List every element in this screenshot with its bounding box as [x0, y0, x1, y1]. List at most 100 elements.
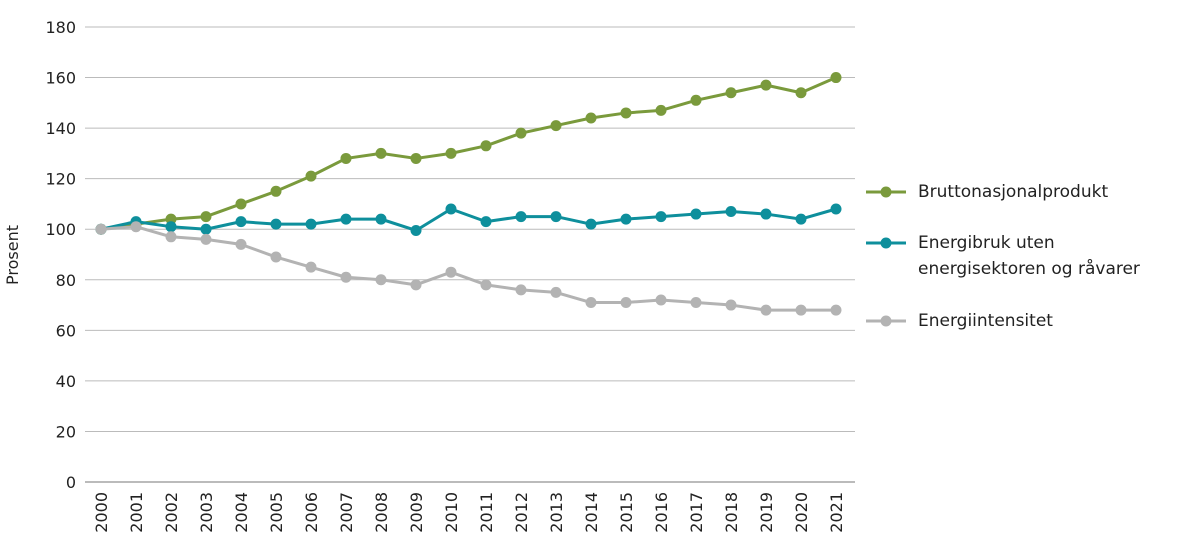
data-point — [270, 185, 282, 197]
data-point — [165, 221, 177, 233]
data-point — [130, 221, 142, 233]
x-tick-label: 2012 — [512, 492, 531, 533]
data-point — [725, 87, 737, 99]
data-point — [690, 94, 702, 106]
data-point — [445, 203, 457, 215]
y-tick-label: 160 — [45, 69, 76, 88]
data-point — [515, 211, 527, 223]
x-tick-label: 2020 — [792, 492, 811, 533]
legend-label: Bruttonasjonalprodukt — [918, 182, 1109, 202]
data-point — [305, 218, 317, 230]
data-point — [375, 213, 387, 225]
y-tick-label: 140 — [45, 119, 76, 138]
legend-label: Energibruk uten energisektoren og råvare… — [918, 233, 1140, 279]
x-tick-label: 2006 — [302, 492, 321, 533]
data-point — [305, 261, 317, 273]
data-point — [795, 213, 807, 225]
data-point — [340, 152, 352, 164]
x-tick-label: 2007 — [337, 492, 356, 533]
x-tick-label: 2001 — [127, 492, 146, 533]
data-point — [655, 211, 667, 223]
data-point — [480, 279, 492, 291]
x-tick-label: 2005 — [267, 492, 286, 533]
data-point — [585, 218, 597, 230]
y-tick-label: 0 — [66, 473, 76, 492]
x-tick-label: 2018 — [722, 492, 741, 533]
x-tick-label: 2017 — [687, 492, 706, 533]
data-point — [725, 299, 737, 311]
legend-marker — [880, 237, 892, 249]
series-line — [100, 76, 837, 231]
data-point — [795, 87, 807, 99]
y-tick-label: 120 — [45, 170, 76, 189]
data-point — [515, 284, 527, 296]
data-point — [550, 286, 562, 298]
legend-marker — [880, 315, 892, 327]
data-point — [550, 211, 562, 223]
data-point — [375, 274, 387, 286]
data-point — [200, 233, 212, 245]
data-point — [235, 216, 247, 228]
data-point — [480, 216, 492, 228]
data-point — [620, 297, 632, 309]
data-point — [235, 198, 247, 210]
data-point — [340, 213, 352, 225]
data-point — [95, 223, 107, 235]
series-line — [100, 207, 837, 232]
data-point — [270, 251, 282, 263]
data-point — [795, 304, 807, 316]
series-line — [100, 225, 836, 312]
data-point — [340, 271, 352, 283]
data-point — [585, 297, 597, 309]
data-point — [620, 213, 632, 225]
data-point — [375, 147, 387, 159]
x-tick-label: 2014 — [582, 492, 601, 533]
x-tick-label: 2021 — [827, 492, 846, 533]
data-point — [830, 304, 842, 316]
y-tick-label: 60 — [56, 321, 76, 340]
data-point — [410, 224, 422, 236]
data-point — [550, 120, 562, 132]
data-point — [760, 79, 772, 91]
x-tick-label: 2016 — [652, 492, 671, 533]
y-tick-label: 100 — [45, 220, 76, 239]
x-tick-label: 2003 — [197, 492, 216, 533]
x-tick-label: 2004 — [232, 492, 251, 533]
data-point — [830, 203, 842, 215]
data-point — [235, 238, 247, 250]
data-point — [410, 152, 422, 164]
data-point — [690, 297, 702, 309]
x-tick-label: 2011 — [477, 492, 496, 533]
data-point — [200, 211, 212, 223]
data-point — [830, 72, 842, 84]
data-point — [270, 218, 282, 230]
y-axis-label: Prosent — [3, 225, 22, 285]
legend-marker — [880, 186, 892, 198]
data-point — [445, 147, 457, 159]
data-point — [165, 231, 177, 243]
data-point — [760, 208, 772, 220]
data-point — [655, 104, 667, 116]
data-point — [690, 208, 702, 220]
data-point — [620, 107, 632, 119]
y-tick-label: 40 — [56, 372, 76, 391]
y-tick-label: 20 — [56, 422, 76, 441]
x-tick-label: 2008 — [372, 492, 391, 533]
y-tick-label: 180 — [45, 18, 76, 37]
x-tick-label: 2015 — [617, 492, 636, 533]
data-point — [200, 223, 212, 235]
x-tick-label: 2013 — [547, 492, 566, 533]
data-point — [515, 127, 527, 139]
data-point — [585, 112, 597, 124]
y-tick-label: 80 — [56, 271, 76, 290]
x-tick-label: 2010 — [442, 492, 461, 533]
legend-label: Energiintensitet — [918, 311, 1053, 331]
data-point — [480, 140, 492, 152]
data-point — [725, 206, 737, 218]
x-tick-label: 2000 — [92, 492, 111, 533]
data-point — [410, 279, 422, 291]
data-point — [760, 304, 772, 316]
x-tick-label: 2009 — [407, 492, 426, 533]
